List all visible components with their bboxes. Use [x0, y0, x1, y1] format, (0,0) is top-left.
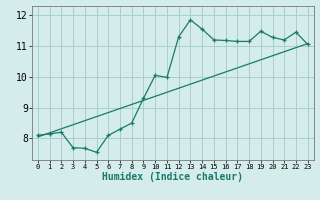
X-axis label: Humidex (Indice chaleur): Humidex (Indice chaleur) — [102, 172, 243, 182]
